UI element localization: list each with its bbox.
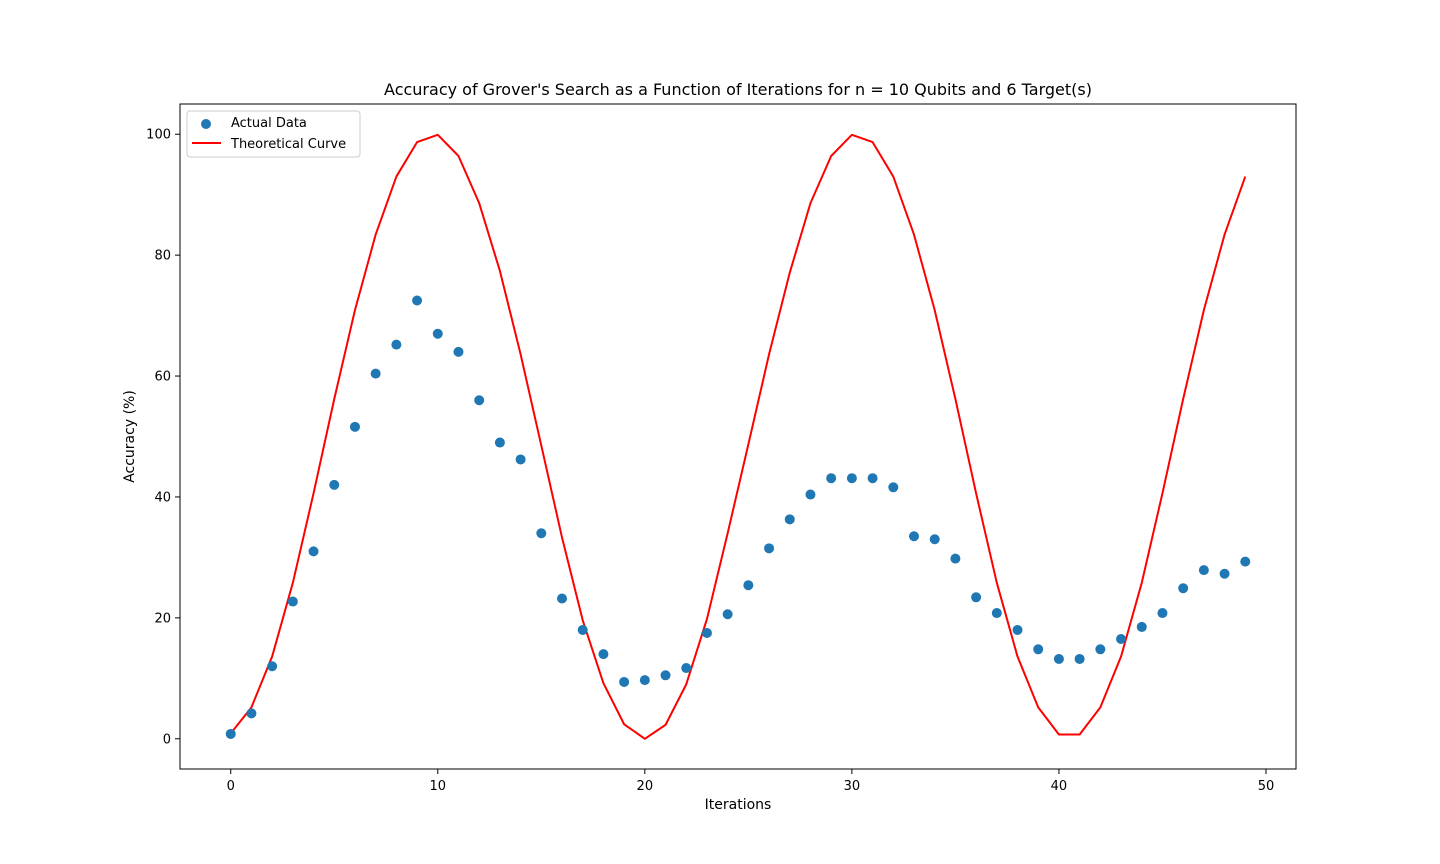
legend-box [186,110,361,158]
actual-data-point [329,479,340,490]
actual-data-point [722,609,733,620]
y-tick-label: 60 [154,370,171,385]
actual-data-point [805,489,816,500]
actual-data-point [536,528,547,539]
x-axis-label: Iterations [705,797,772,813]
actual-data-point [971,592,982,603]
x-tick-label: 20 [637,779,654,794]
actual-data-point [308,546,319,557]
actual-data-point [370,368,381,379]
actual-data-point [929,534,940,545]
actual-data-point [391,339,402,350]
actual-data-point [950,553,961,564]
x-tick-label: 40 [1051,779,1068,794]
actual-data-point [494,437,505,448]
actual-data-point [349,421,360,432]
actual-data-point [888,482,899,493]
actual-data-point [991,608,1002,619]
legend-label-actual-data: Actual Data [231,116,307,131]
y-tick-label: 40 [154,490,171,505]
actual-data-point [764,543,775,554]
actual-data-point [267,661,278,672]
actual-data-point [639,675,650,686]
series-layer [225,133,1251,740]
actual-data-point [1095,644,1106,655]
y-tick-label: 20 [154,611,171,626]
actual-data-point [577,624,588,635]
actual-data-point [784,514,795,525]
actual-data-point [1219,568,1230,579]
actual-data-point [1240,556,1251,567]
actual-data-point [225,728,236,739]
actual-data-point [908,531,919,542]
legend-label-theoretical-curve: Theoretical Curve [230,137,346,152]
x-tick-label: 30 [844,779,861,794]
actual-data-point [287,596,298,607]
plot-area [180,104,1296,769]
x-tick-label: 0 [227,779,235,794]
actual-data-point [1033,644,1044,655]
legend-marker-actual-data [201,119,211,129]
x-axis-ticks: 0 10 20 30 40 50 [227,769,1275,794]
plot-frame [179,103,1297,770]
actual-data-point [1157,608,1168,619]
actual-data-point [1074,653,1085,664]
actual-data-point [412,295,423,306]
chart-title: Accuracy of Grover's Search as a Functio… [384,80,1092,99]
x-tick-label: 50 [1258,779,1275,794]
x-tick-label: 10 [430,779,447,794]
actual-data-point [515,454,526,465]
actual-data-point [474,395,485,406]
y-tick-label: 80 [154,249,171,264]
actual-data-point [1012,624,1023,635]
actual-data-point [453,346,464,357]
theoretical-curve-line [229,133,1247,740]
actual-data-point [619,676,630,687]
actual-data-point [743,580,754,591]
y-tick-label: 0 [163,732,171,747]
actual-data-point [432,328,443,339]
actual-data-point [867,473,878,484]
actual-data-point [660,670,671,681]
actual-data-point [1198,565,1209,576]
actual-data-point [246,708,257,719]
actual-data-point [1116,634,1127,645]
actual-data-point [701,627,712,638]
actual-data-point [598,649,609,660]
actual-data-point [826,473,837,484]
actual-data-point [846,473,857,484]
actual-data-point [681,663,692,674]
y-tick-label: 100 [146,128,171,143]
actual-data-point [1136,621,1147,632]
actual-data-point [1053,653,1064,664]
y-axis-label: Accuracy (%) [122,390,138,483]
y-axis-ticks: 0 20 40 60 80 100 [146,128,180,747]
actual-data-point [557,593,568,604]
legend: Actual Data Theoretical Curve [186,110,361,158]
actual-data-point [1178,583,1189,594]
